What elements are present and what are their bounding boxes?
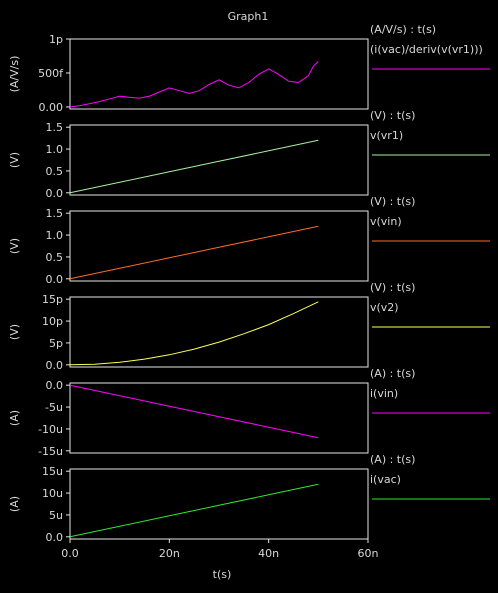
plot-panel-1: 0.00 500f 1p (A/V/s) (A/V/s) : t(s) (i(vac)/d… xyxy=(8,23,490,114)
legend-header: (V) : t(s) xyxy=(370,195,415,208)
y-tick-label: -10u xyxy=(38,423,63,436)
y-tick-label: 0.0 xyxy=(46,379,64,392)
y-axis-label: (A) xyxy=(8,410,21,426)
y-tick-label: 10u xyxy=(42,487,63,500)
y-tick-label: 1.5 xyxy=(46,207,64,220)
legend-entry-label: i(vac) xyxy=(370,473,401,486)
y-tick-label: 10p xyxy=(42,315,63,328)
legend-header: (A) : t(s) xyxy=(370,367,415,380)
legend-entry-label: v(v2) xyxy=(370,301,399,314)
legend-entry-label: (i(vac)/deriv(v(vr1))) xyxy=(370,43,483,56)
y-tick-label: 1.0 xyxy=(46,143,64,156)
y-axis-label: (V) xyxy=(8,238,21,254)
series-line xyxy=(69,483,319,538)
graph-title: Graph1 xyxy=(228,10,269,23)
plot-frame xyxy=(69,382,369,454)
series-line xyxy=(69,384,319,439)
plot-frame xyxy=(69,38,369,110)
y-axis-label: (V) xyxy=(8,152,21,168)
plot-frame xyxy=(69,210,369,282)
plot-panel-6: 0.0 5u 10u 15u (A) (A) : t(s) i(vac) xyxy=(8,453,490,544)
y-tick-label: 5p xyxy=(49,337,63,350)
x-tick-label: 20n xyxy=(159,547,180,560)
y-tick-label: 0.0 xyxy=(46,531,64,544)
x-axis-label: t(s) xyxy=(213,568,232,581)
legend-entry-label: v(vin) xyxy=(370,215,402,228)
series-line xyxy=(69,225,319,280)
y-tick-label: 0.0 xyxy=(46,187,64,200)
legend-header: (A) : t(s) xyxy=(370,453,415,466)
legend-entry-label: v(vr1) xyxy=(370,129,403,142)
y-tick-label: 0.5 xyxy=(46,251,64,264)
legend-header: (V) : t(s) xyxy=(370,109,415,122)
x-axis: 0.0 20n 40n 60n xyxy=(61,539,379,560)
plot-panel-2: 0.0 0.5 1.0 1.5 (V) (V) : t(s) v(vr1) xyxy=(8,109,490,200)
series-line xyxy=(69,61,319,108)
y-axis-label: (V) xyxy=(8,324,21,340)
x-tick-label: 0.0 xyxy=(61,547,79,560)
plot-frame xyxy=(69,468,369,540)
x-tick-label: 60n xyxy=(358,547,379,560)
series-line xyxy=(69,139,319,194)
y-tick-label: 5u xyxy=(49,509,63,522)
y-tick-label: 1.0 xyxy=(46,229,64,242)
legend-header: (V) : t(s) xyxy=(370,281,415,294)
y-tick-label: 1p xyxy=(49,33,63,46)
legend-entry-label: i(vin) xyxy=(370,387,398,400)
y-tick-label: 1.5 xyxy=(46,121,64,134)
y-axis-label: (A) xyxy=(8,496,21,512)
plot-frame xyxy=(69,124,369,196)
y-tick-label: 15u xyxy=(42,465,63,478)
plot-panel-3: 0.0 0.5 1.0 1.5 (V) (V) : t(s) v(vin) xyxy=(8,195,490,286)
y-tick-label: 15p xyxy=(42,293,63,306)
y-tick-label: 0.0 xyxy=(46,273,64,286)
y-tick-label: -5u xyxy=(45,401,63,414)
series-line xyxy=(69,301,319,366)
plot-panels: 0.00 500f 1p (A/V/s) (A/V/s) : t(s) (i(vac)/d… xyxy=(8,23,490,544)
plot-frame xyxy=(69,296,369,368)
legend-header: (A/V/s) : t(s) xyxy=(370,23,436,36)
y-axis-label: (A/V/s) xyxy=(8,56,21,93)
y-tick-label: 500f xyxy=(38,67,64,80)
plot-panel-4: 0.0 5p 10p 15p (V) (V) : t(s) v(v2) xyxy=(8,281,490,372)
x-tick-label: 40n xyxy=(258,547,279,560)
y-tick-label: 0.5 xyxy=(46,165,64,178)
plot-panel-5: 0.0 -5u -10u -15u (A) (A) : t(s) i(vin) xyxy=(8,367,490,458)
y-tick-label: -15u xyxy=(38,445,63,458)
y-tick-label: 0.00 xyxy=(39,101,64,114)
y-tick-label: 0.0 xyxy=(46,359,64,372)
